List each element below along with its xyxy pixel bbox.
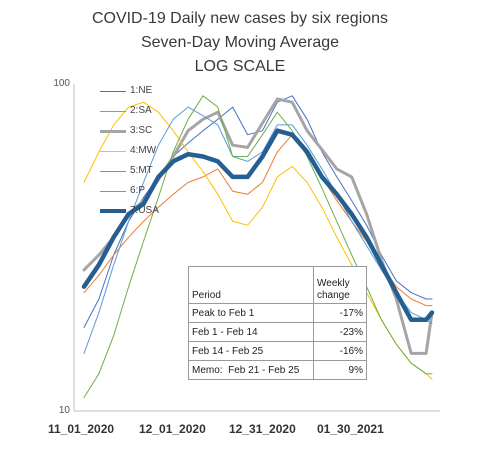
header-weekly-change: Weekly change (313, 266, 367, 304)
table-row: Feb 14 - Feb 25 -16% (188, 341, 367, 361)
legend-label: 1:NE (130, 85, 153, 96)
row-change: -17% (313, 303, 367, 323)
weekly-change-table: Period Weekly change Peak to Feb 1 -17% … (188, 266, 367, 380)
legend-swatch (100, 91, 126, 92)
legend-swatch (100, 191, 126, 192)
header-period: Period (188, 266, 314, 304)
legend-label: 6:P (130, 185, 146, 196)
row-period: Feb 1 - Feb 14 (188, 322, 314, 342)
legend-swatch (100, 130, 126, 133)
legend-swatch (100, 111, 126, 112)
legend-label: 3:SC (130, 125, 153, 136)
legend-label: 7:USA (130, 205, 159, 216)
table-row: Feb 1 - Feb 14 -23% (188, 322, 367, 342)
x-tick-label-dec: 12_01_2020 (139, 422, 206, 436)
legend-swatch (100, 151, 126, 152)
chart-title: COVID-19 Daily new cases by six regions (91, 10, 389, 27)
header-change-line2: change (317, 290, 350, 301)
table-header-row: Period Weekly change (188, 266, 367, 304)
row-change: 9% (313, 360, 367, 380)
x-tick-label-jan: 12_31_2020 (229, 422, 296, 436)
series-line-5mt (83, 106, 433, 354)
chart-subtitle: Seven-Day Moving Average (140, 34, 340, 51)
y-tick-label-100: 100 (53, 78, 70, 89)
legend-swatch (100, 209, 126, 213)
x-tick-label-feb: 01_30_2021 (317, 422, 384, 436)
row-change: -23% (313, 322, 367, 342)
legend-label: 5:MT (130, 165, 153, 176)
series-line-6p (83, 95, 433, 398)
legend-label: 2:SA (130, 105, 152, 116)
legend-swatch (100, 171, 126, 172)
chart-scale-note: LOG SCALE (194, 58, 286, 75)
series-layer (81, 95, 435, 398)
legend-label: 4:MW (130, 145, 157, 156)
row-period: Feb 14 - Feb 25 (188, 341, 314, 361)
row-period: Memo: Feb 21 - Feb 25 (188, 360, 314, 380)
y-tick-label-10: 10 (58, 405, 70, 416)
row-change: -16% (313, 341, 367, 361)
x-tick-label-nov: 11_01_2020 (48, 422, 115, 436)
table-row: Peak to Feb 1 -17% (188, 303, 367, 323)
series-line-7usa (81, 128, 435, 323)
header-change-line1: Weekly (317, 278, 350, 289)
row-period: Peak to Feb 1 (188, 303, 314, 323)
table-row: Memo: Feb 21 - Feb 25 9% (188, 360, 367, 380)
